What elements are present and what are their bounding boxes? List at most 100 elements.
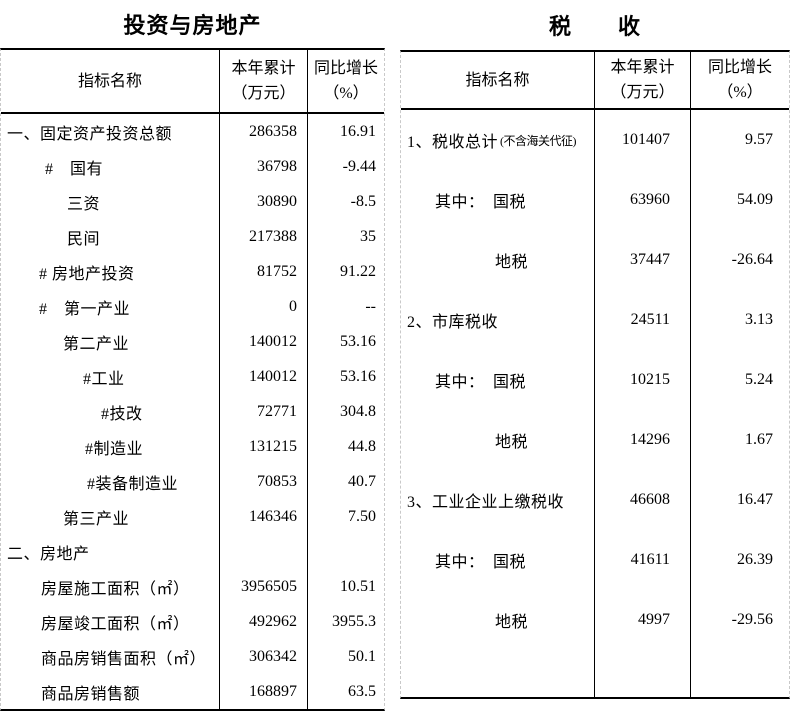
row-growth-value: -8.5 — [350, 192, 376, 210]
table-row: 地税 14296 1.67 — [401, 410, 789, 470]
row-growth-value: 50.1 — [348, 647, 376, 665]
investment-table-rows: 一、固定资产投资总额 286358 16.91 # 国有 36798 -9.44 三资 308… — [1, 114, 384, 709]
row-growth-value: 10.51 — [340, 577, 376, 595]
table-row: 1、税收总计 (不含海关代征) 101407 9.57 — [401, 110, 789, 170]
row-indicator-name: #技改 — [1, 394, 220, 429]
row-cumulative-value: 70853 — [220, 464, 308, 499]
row-cumulative-value: 168897 — [220, 674, 308, 709]
table-row: 房屋施工面积（㎡） 3956505 10.51 — [1, 569, 384, 604]
row-indicator-name: 一、固定资产投资总额 — [1, 114, 220, 149]
table-row: 其中： 国税 63960 54.09 — [401, 170, 789, 230]
row-indicator-name: 第二产业 — [1, 324, 220, 359]
row-cumulative-value: 63960 — [595, 170, 691, 230]
row-growth-value: 1.67 — [745, 431, 773, 448]
column-header-cumulative-line2: （万元） — [610, 84, 675, 101]
row-cumulative-value: 14296 — [595, 410, 691, 470]
row-cumulative-value: 286358 — [220, 114, 308, 149]
table-row: 商品房销售面积（㎡） 306342 50.1 — [1, 639, 384, 674]
row-indicator-name: 其中： 国税 — [401, 170, 595, 230]
row-growth-value: -9.44 — [342, 157, 376, 175]
row-growth-value: 35 — [360, 227, 376, 245]
row-cumulative-value: 24511 — [595, 290, 691, 350]
table-row: 2、市库税收 24511 3.13 — [401, 290, 789, 350]
tax-table-title: 税 收 — [548, 14, 641, 39]
row-cumulative-value: 10215 — [595, 350, 691, 410]
column-header-growth: 同比增长 （%） — [308, 50, 384, 112]
table-row: 3、工业企业上缴税收 46608 16.47 — [401, 470, 789, 530]
row-growth-value: 9.57 — [745, 131, 773, 148]
row-indicator-name: # 国有 — [1, 149, 220, 184]
row-cumulative-value: 217388 — [220, 219, 308, 254]
row-growth-value: -- — [365, 297, 376, 315]
row-indicator-name: 地税 — [401, 410, 595, 470]
table-row: 其中： 国税 41611 26.39 — [401, 530, 789, 590]
table-row: #制造业 131215 44.8 — [1, 429, 384, 464]
column-header-cumulative: 本年累计 （万元） — [595, 52, 691, 108]
row-cumulative-value: 140012 — [220, 359, 308, 394]
row-indicator-note: (不含海关代征) — [500, 133, 577, 148]
table-row: 房屋竣工面积（㎡） 492962 3955.3 — [1, 604, 384, 639]
table-row: #工业 140012 53.16 — [1, 359, 384, 394]
row-growth-value: 3.13 — [745, 311, 773, 328]
row-indicator-name: # 房地产投资 — [1, 254, 220, 289]
row-indicator-name: 房屋施工面积（㎡） — [1, 569, 220, 604]
row-cumulative-value: 36798 — [220, 149, 308, 184]
row-growth-value: 304.8 — [340, 402, 376, 420]
investment-table: 指标名称 本年累计 （万元） 同比增长 （%） 一、固定资产投资总额 286358… — [0, 48, 385, 711]
row-indicator-name: #装备制造业 — [1, 464, 220, 499]
column-header-cumulative: 本年累计 （万元） — [220, 50, 308, 112]
row-indicator-name: 民间 — [1, 219, 220, 254]
row-indicator-name: # 第一产业 — [1, 289, 220, 324]
column-header-indicator-label: 指标名称 — [77, 72, 142, 90]
investment-table-header: 指标名称 本年累计 （万元） 同比增长 （%） — [1, 50, 384, 114]
row-growth-value: 53.16 — [340, 367, 376, 385]
row-growth-value: 5.24 — [745, 371, 773, 388]
investment-table-block: 投资与房地产 指标名称 本年累计 （万元） 同比增长 （%） 一、固定资产投资总… — [0, 0, 385, 711]
column-header-growth: 同比增长 （%） — [691, 52, 789, 108]
row-indicator-name: #制造业 — [1, 429, 220, 464]
row-cumulative-value: 131215 — [220, 429, 308, 464]
empty-spacer-row — [401, 650, 789, 697]
row-growth-value: 44.8 — [348, 437, 376, 455]
row-growth-value: 16.91 — [340, 122, 376, 140]
table-row: 二、房地产 — [1, 534, 384, 569]
row-indicator-name: 三资 — [1, 184, 220, 219]
table-row: # 国有 36798 -9.44 — [1, 149, 384, 184]
row-indicator-name: 3、工业企业上缴税收 — [401, 470, 595, 530]
column-header-cumulative-line2: （万元） — [231, 85, 296, 102]
table-row: #装备制造业 70853 40.7 — [1, 464, 384, 499]
column-header-indicator: 指标名称 — [401, 52, 595, 108]
column-header-cumulative-line1: 本年累计 — [231, 60, 296, 77]
row-indicator-name: 二、房地产 — [1, 534, 220, 569]
row-indicator-name: #工业 — [1, 359, 220, 394]
row-growth-value: 63.5 — [348, 682, 376, 700]
row-cumulative-value: 140012 — [220, 324, 308, 359]
row-indicator-name — [401, 650, 595, 697]
tax-table: 指标名称 本年累计 （万元） 同比增长 （%） 1、税收总计 (不含海关代征) 10… — [400, 50, 790, 699]
row-indicator-name: 第三产业 — [1, 499, 220, 534]
row-cumulative-value: 46608 — [595, 470, 691, 530]
row-cumulative-value: 0 — [220, 289, 308, 324]
table-row: 地税 4997 -29.56 — [401, 590, 789, 650]
row-cumulative-value: 146346 — [220, 499, 308, 534]
column-header-indicator-label: 指标名称 — [465, 71, 530, 89]
table-row: 民间 217388 35 — [1, 219, 384, 254]
row-cumulative-value: 30890 — [220, 184, 308, 219]
row-cumulative-value: 81752 — [220, 254, 308, 289]
column-header-cumulative-line1: 本年累计 — [610, 59, 675, 76]
table-row: 地税 37447 -26.64 — [401, 230, 789, 290]
column-header-growth-line1: 同比增长 — [707, 59, 772, 76]
column-header-growth-line2: （%） — [717, 84, 763, 101]
tax-table-block: 税 收 指标名称 本年累计 （万元） 同比增长 （%） 1、税收总计 (不含海关代… — [400, 0, 790, 699]
row-indicator-name: 其中： 国税 — [401, 350, 595, 410]
row-growth-value — [308, 534, 384, 569]
row-cumulative-value: 4997 — [595, 590, 691, 650]
row-growth-value: 16.47 — [737, 491, 773, 508]
column-header-indicator: 指标名称 — [1, 50, 220, 112]
row-growth-value: 54.09 — [737, 191, 773, 208]
row-cumulative-value — [220, 534, 308, 569]
table-row: 第三产业 146346 7.50 — [1, 499, 384, 534]
investment-table-title: 投资与房地产 — [123, 13, 262, 38]
table-row: 第二产业 140012 53.16 — [1, 324, 384, 359]
row-cumulative-value — [595, 650, 691, 697]
